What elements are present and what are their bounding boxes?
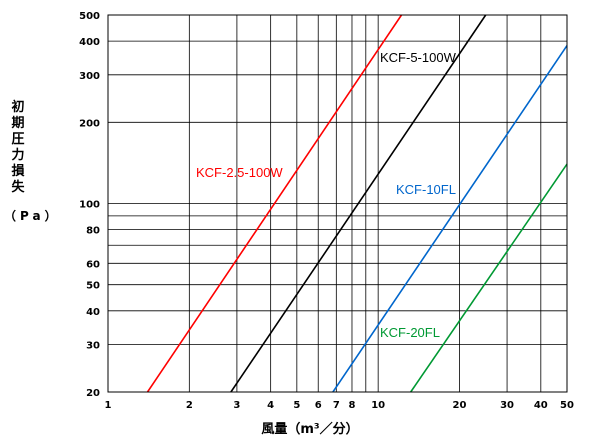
- y-tick-label: 80: [86, 226, 100, 237]
- x-tick-label: 7: [333, 400, 340, 411]
- series-annotations: KCF-2.5-100W KCF-5-100W KCF-10FL KCF-20FL: [196, 50, 457, 340]
- y-tick-label: 200: [79, 118, 100, 129]
- y-tick-label: 50: [86, 281, 100, 292]
- x-tick-label: 1: [105, 400, 112, 411]
- y-axis-label: 初期圧力損失: [11, 100, 25, 195]
- series-annotation: KCF-2.5-100W: [196, 165, 283, 180]
- x-tick-label: 3: [233, 400, 240, 411]
- y-tick-label: 500: [79, 11, 100, 22]
- grid: [107, 14, 568, 393]
- plot-frame: [107, 14, 568, 393]
- y-tick-label: 300: [79, 71, 100, 82]
- series-line: [332, 45, 568, 393]
- x-tick-label: 20: [453, 400, 467, 411]
- x-tick-label: 50: [560, 400, 574, 411]
- y-tick-label: 60: [86, 259, 100, 270]
- y-axis-unit: （Pa）: [4, 209, 61, 223]
- series-lines: [146, 14, 568, 393]
- x-tick-label: 6: [315, 400, 322, 411]
- x-tick-label: 8: [348, 400, 355, 411]
- y-tick-label: 100: [79, 200, 100, 211]
- x-tick-label: 30: [500, 400, 514, 411]
- x-tick-label: 5: [293, 400, 300, 411]
- y-tick-label: 400: [79, 37, 100, 48]
- x-axis-label: 風量（m³／分）: [261, 422, 359, 437]
- x-tick-label: 10: [371, 400, 385, 411]
- series-line: [146, 14, 403, 393]
- series-annotation: KCF-20FL: [380, 325, 440, 340]
- y-tick-label: 30: [86, 341, 100, 352]
- y-tick-label: 40: [86, 307, 100, 318]
- tick-labels: 1 2 3 4 5 6 7 8 10 20 30 40 50 20 30 40 50 60 80 100 200 300 4…: [79, 11, 574, 411]
- x-tick-label: 2: [186, 400, 193, 411]
- series-annotation: KCF-10FL: [396, 182, 456, 197]
- series-annotation: KCF-5-100W: [380, 50, 457, 65]
- series-line: [410, 163, 568, 393]
- y-tick-label: 20: [86, 388, 100, 399]
- x-tick-label: 40: [534, 400, 548, 411]
- x-tick-label: 4: [267, 400, 274, 411]
- series-line: [230, 14, 487, 393]
